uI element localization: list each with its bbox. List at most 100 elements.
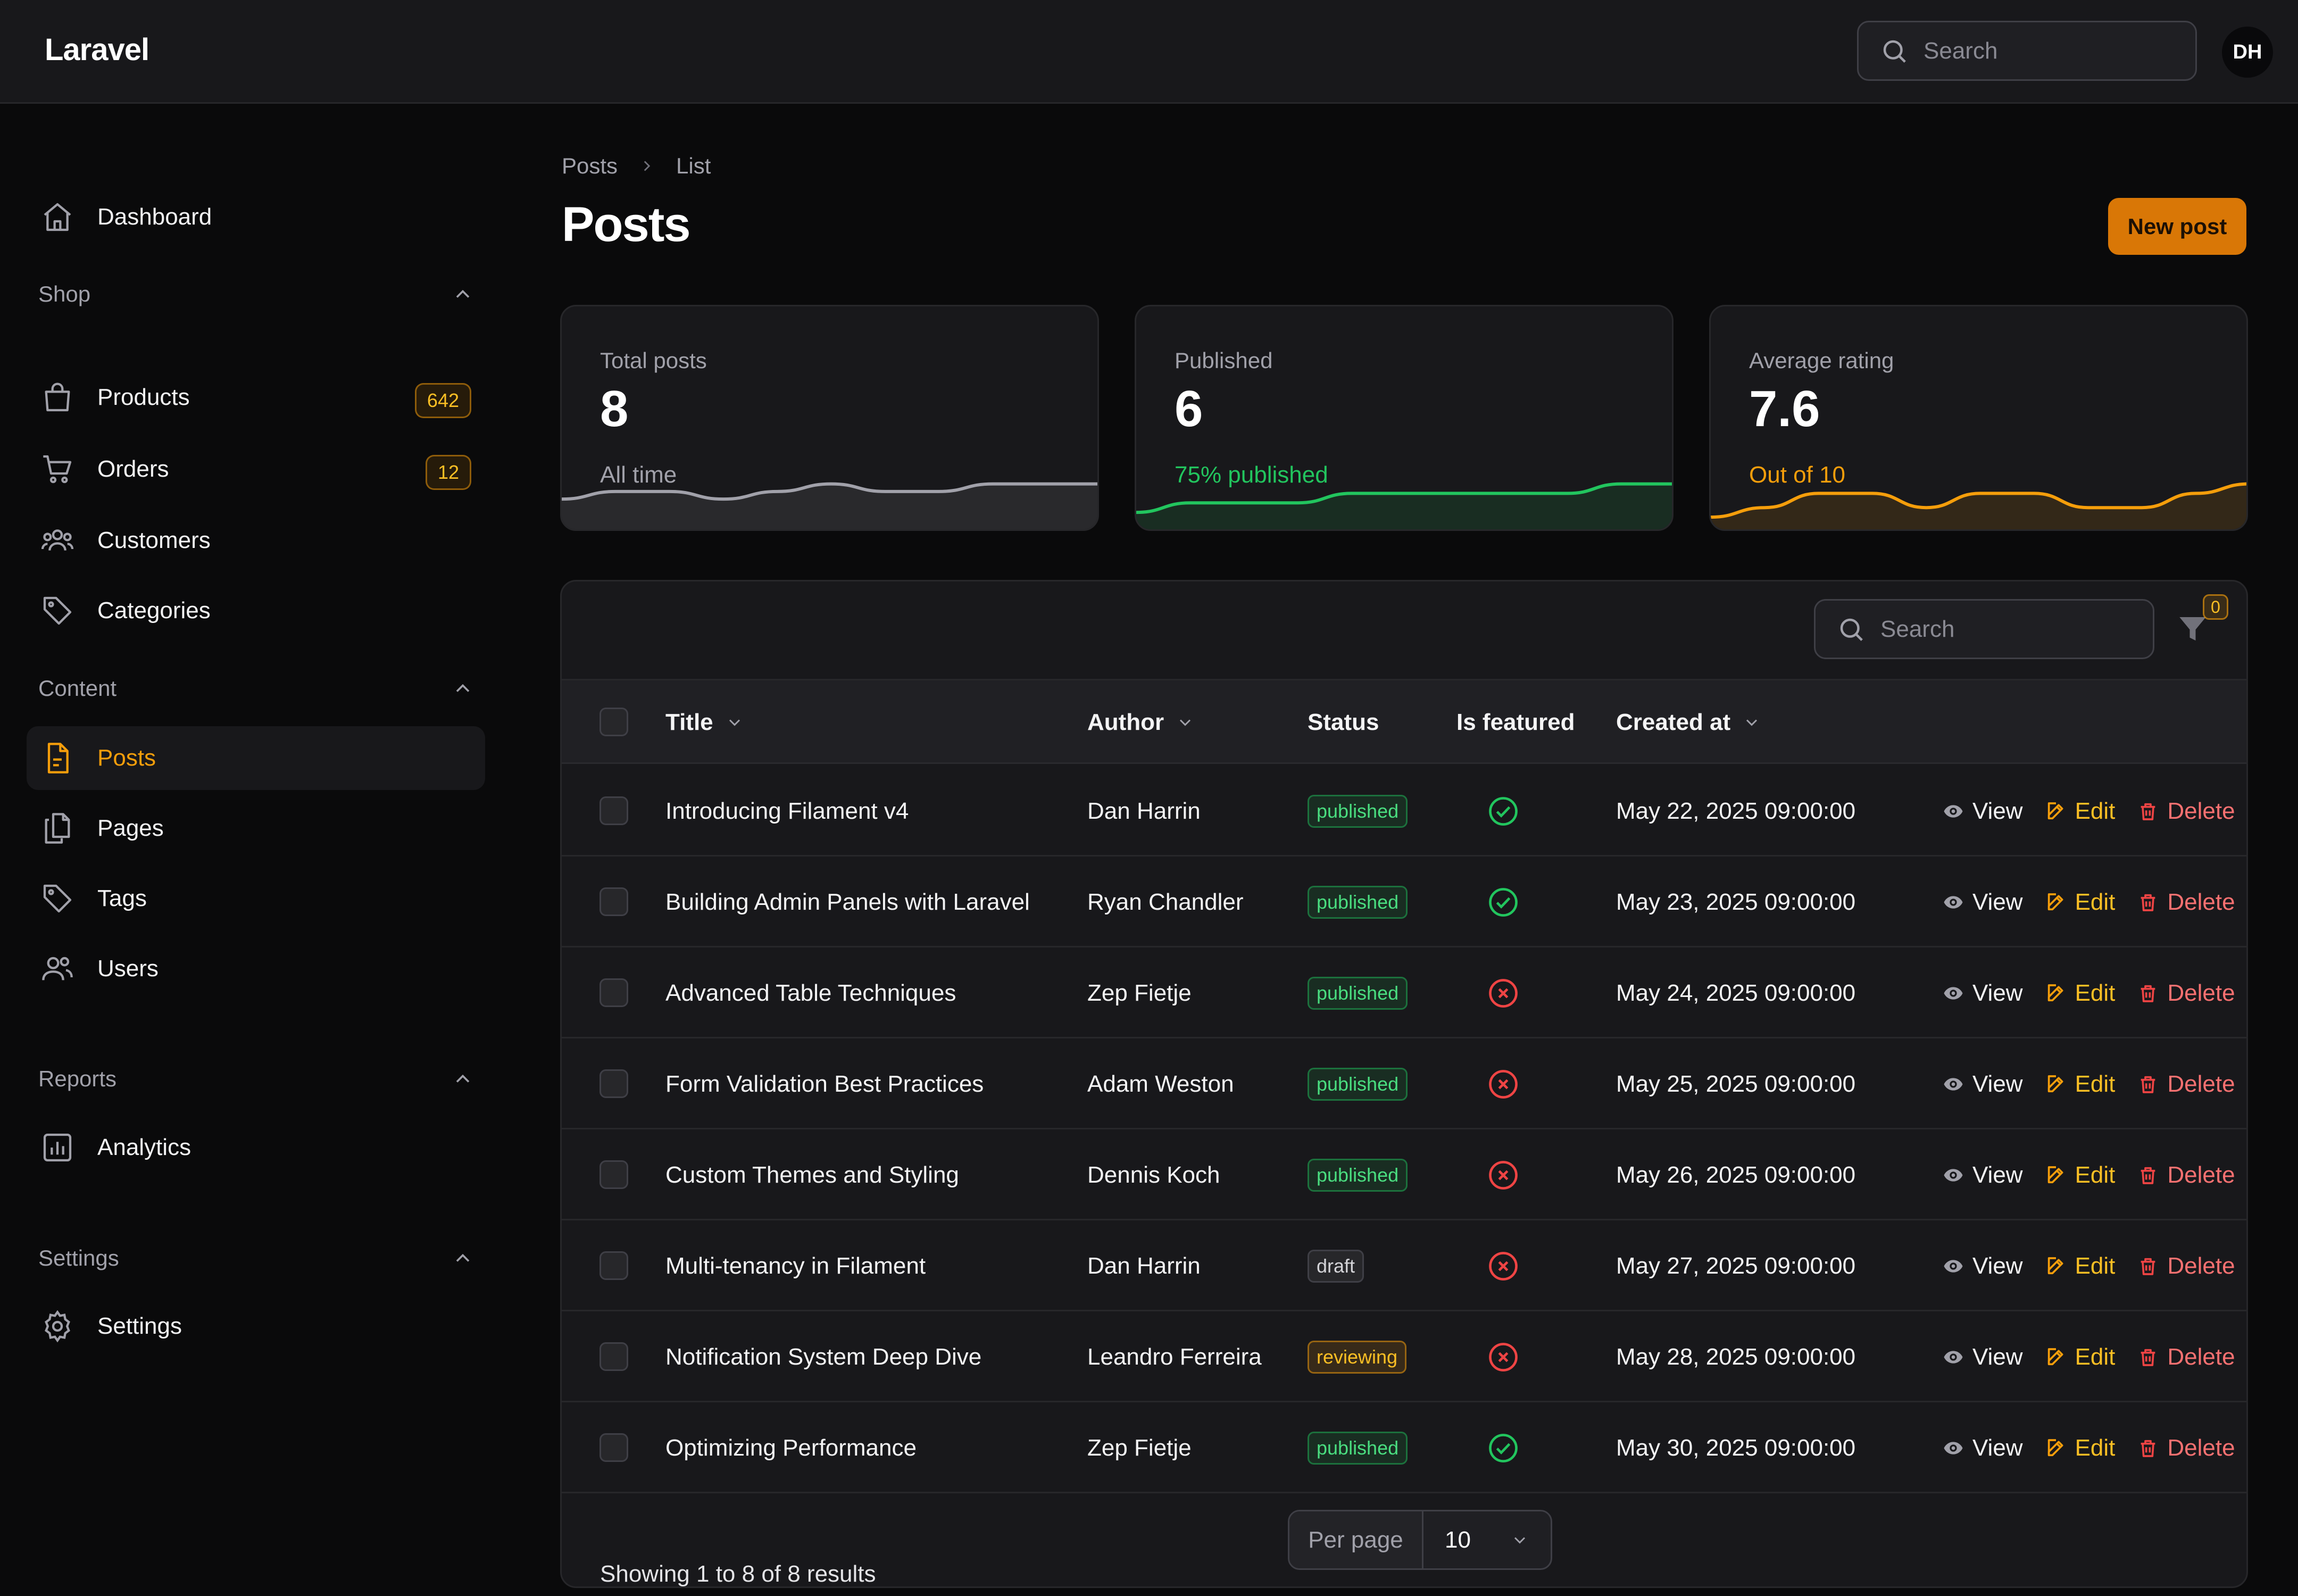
table-row[interactable]: Notification System Deep Dive Leandro Fer… bbox=[562, 1311, 2246, 1402]
edit-action[interactable]: Edit bbox=[2045, 1435, 2115, 1461]
table-row[interactable]: Advanced Table Techniques Zep Fietje publi… bbox=[562, 947, 2246, 1038]
sidebar-item-pages[interactable]: Pages bbox=[27, 796, 485, 860]
table-row[interactable]: Custom Themes and Styling Dennis Koch publ… bbox=[562, 1129, 2246, 1220]
column-header-author[interactable]: Author bbox=[1087, 680, 1195, 764]
top-bar: Laravel Search DH bbox=[0, 0, 2298, 104]
view-action[interactable]: View bbox=[1943, 798, 2023, 825]
view-action[interactable]: View bbox=[1943, 1162, 2023, 1188]
cell-author: Dan Harrin bbox=[1087, 1252, 1201, 1279]
row-checkbox[interactable] bbox=[600, 1342, 628, 1371]
row-actions: View Edit Delete bbox=[1943, 1402, 2235, 1493]
table-row[interactable]: Building Admin Panels with Laravel Ryan C… bbox=[562, 857, 2246, 947]
table-row[interactable]: Introducing Filament v4 Dan Harrin publish… bbox=[562, 766, 2246, 857]
table-row[interactable]: Optimizing Performance Zep Fietje publishe… bbox=[562, 1402, 2246, 1493]
search-icon bbox=[1837, 615, 1866, 644]
x-circle-icon bbox=[1487, 1159, 1520, 1192]
view-action[interactable]: View bbox=[1943, 1344, 2023, 1370]
view-action[interactable]: View bbox=[1943, 1253, 2023, 1279]
row-checkbox[interactable] bbox=[600, 1160, 628, 1189]
global-search-input[interactable]: Search bbox=[1857, 21, 2197, 81]
cell-title[interactable]: Custom Themes and Styling bbox=[665, 1161, 959, 1188]
x-circle-icon bbox=[1487, 1341, 1520, 1374]
sidebar-group-content[interactable]: Content bbox=[38, 672, 474, 704]
edit-label: Edit bbox=[2075, 1343, 2116, 1370]
row-checkbox[interactable] bbox=[600, 1069, 628, 1098]
view-action[interactable]: View bbox=[1943, 1071, 2023, 1098]
select-all-checkbox[interactable] bbox=[600, 708, 628, 736]
delete-action[interactable]: Delete bbox=[2137, 889, 2235, 916]
edit-action[interactable]: Edit bbox=[2045, 1071, 2115, 1098]
table-search-input[interactable]: Search bbox=[1814, 599, 2154, 659]
sidebar-item-customers[interactable]: Customers bbox=[27, 509, 485, 572]
check-circle-icon bbox=[1487, 795, 1520, 828]
new-post-button[interactable]: New post bbox=[2108, 198, 2246, 255]
user-avatar[interactable]: DH bbox=[2222, 27, 2273, 78]
cell-title[interactable]: Notification System Deep Dive bbox=[665, 1343, 982, 1370]
row-checkbox[interactable] bbox=[600, 796, 628, 825]
breadcrumb-posts-link[interactable]: Posts bbox=[562, 153, 618, 178]
edit-action[interactable]: Edit bbox=[2045, 1343, 2116, 1370]
edit-action[interactable]: Edit bbox=[2045, 889, 2115, 916]
sidebar-item-settings[interactable]: Settings bbox=[27, 1294, 485, 1358]
cell-title[interactable]: Form Validation Best Practices bbox=[665, 1070, 984, 1097]
per-page-value-select[interactable]: 10 bbox=[1423, 1511, 1551, 1568]
delete-action[interactable]: Delete bbox=[2137, 1253, 2235, 1279]
row-actions: View Edit Delete bbox=[1943, 766, 2235, 857]
sidebar-item-orders[interactable]: Orders 12 bbox=[27, 437, 485, 501]
table-row[interactable]: Form Validation Best Practices Adam Westo… bbox=[562, 1038, 2246, 1129]
cell-featured bbox=[1487, 857, 1520, 947]
sidebar-group-settings[interactable]: Settings bbox=[38, 1242, 474, 1274]
cell-title[interactable]: Building Admin Panels with Laravel bbox=[665, 888, 1030, 915]
sidebar-item-users[interactable]: Users bbox=[27, 937, 485, 1001]
cell-title[interactable]: Introducing Filament v4 bbox=[665, 797, 909, 824]
row-checkbox[interactable] bbox=[600, 1251, 628, 1280]
sidebar-group-shop[interactable]: Shop bbox=[38, 278, 474, 310]
cell-featured bbox=[1487, 1220, 1520, 1311]
trash-icon bbox=[2137, 801, 2159, 822]
view-action[interactable]: View bbox=[1943, 1435, 2023, 1461]
sidebar-item-label: Customers bbox=[97, 527, 211, 553]
sidebar-group-reports[interactable]: Reports bbox=[38, 1063, 474, 1095]
sidebar-item-analytics[interactable]: Analytics bbox=[27, 1116, 485, 1179]
cell-title[interactable]: Advanced Table Techniques bbox=[665, 979, 956, 1006]
sparkline-line bbox=[1711, 482, 2246, 519]
cell-title[interactable]: Multi-tenancy in Filament bbox=[665, 1252, 926, 1279]
view-label: View bbox=[1972, 797, 2023, 824]
sidebar-item-posts[interactable]: Posts bbox=[27, 726, 485, 790]
delete-action[interactable]: Delete bbox=[2137, 1162, 2235, 1188]
column-header-title[interactable]: Title bbox=[665, 680, 744, 764]
brand-logo[interactable]: Laravel bbox=[45, 32, 149, 67]
cell-status: published bbox=[1308, 766, 1408, 857]
sidebar-item-categories[interactable]: Categories bbox=[27, 579, 485, 643]
per-page-select[interactable]: Per page 10 bbox=[1288, 1510, 1552, 1570]
cell-title[interactable]: Optimizing Performance bbox=[665, 1434, 917, 1461]
sidebar-item-dashboard[interactable]: Dashboard bbox=[27, 185, 485, 249]
view-action[interactable]: View bbox=[1943, 980, 2023, 1007]
edit-action[interactable]: Edit bbox=[2045, 798, 2115, 825]
cell-created-at: May 27, 2025 09:00:00 bbox=[1616, 1252, 1856, 1279]
cell-created-at: May 30, 2025 09:00:00 bbox=[1616, 1434, 1856, 1461]
table-row[interactable]: Multi-tenancy in Filament Dan Harrin draft… bbox=[562, 1220, 2246, 1311]
view-action[interactable]: View bbox=[1943, 889, 2023, 916]
edit-action[interactable]: Edit bbox=[2045, 1253, 2115, 1279]
edit-action[interactable]: Edit bbox=[2045, 1162, 2115, 1188]
row-checkbox[interactable] bbox=[600, 978, 628, 1007]
row-checkbox[interactable] bbox=[600, 887, 628, 916]
delete-action[interactable]: Delete bbox=[2137, 1344, 2235, 1370]
shopping-cart-icon bbox=[40, 452, 75, 487]
column-header-created-at[interactable]: Created at bbox=[1616, 680, 1761, 764]
sidebar-item-label: Users bbox=[97, 955, 159, 982]
cell-status: published bbox=[1308, 1402, 1408, 1493]
sidebar-item-products[interactable]: Products 642 bbox=[27, 365, 485, 429]
trash-icon bbox=[2137, 983, 2159, 1004]
delete-action[interactable]: Delete bbox=[2137, 798, 2235, 825]
delete-action[interactable]: Delete bbox=[2137, 1435, 2235, 1461]
view-label: View bbox=[1972, 888, 2023, 915]
filter-button[interactable] bbox=[2175, 611, 2212, 649]
sidebar-item-tags[interactable]: Tags bbox=[27, 867, 485, 930]
row-checkbox[interactable] bbox=[600, 1433, 628, 1462]
edit-action[interactable]: Edit bbox=[2045, 980, 2115, 1007]
delete-action[interactable]: Delete bbox=[2137, 980, 2235, 1007]
delete-action[interactable]: Delete bbox=[2137, 1071, 2235, 1098]
column-label: Is featured bbox=[1456, 709, 1575, 735]
